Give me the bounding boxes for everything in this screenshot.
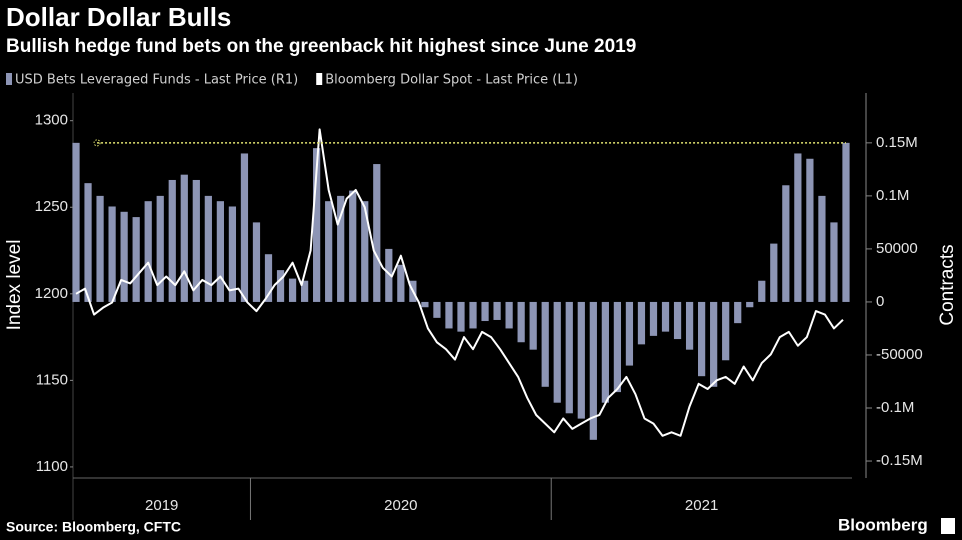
bar — [649, 301, 658, 336]
bar — [385, 248, 393, 302]
bar — [685, 301, 694, 350]
bar — [577, 301, 585, 419]
bar — [72, 142, 80, 302]
bar — [601, 301, 609, 403]
bar — [132, 217, 140, 302]
brand: Bloomberg — [838, 515, 928, 534]
bar — [96, 195, 104, 302]
bar — [842, 142, 850, 302]
bar — [589, 301, 597, 440]
y2-tick-label: 0.1M — [876, 187, 909, 204]
y2-tick-label: -50000 — [876, 346, 923, 363]
bar — [529, 301, 537, 350]
bar — [108, 206, 116, 302]
bar — [541, 301, 549, 387]
y2-axis-label: Contracts — [937, 244, 958, 325]
bar — [734, 301, 742, 324]
y2-tick-label: -0.1M — [876, 399, 914, 416]
y2-tick-label: 0 — [876, 293, 884, 310]
bar — [240, 153, 249, 302]
bar — [565, 301, 573, 414]
legend-swatch — [6, 73, 12, 85]
y-tick-label: 1200 — [35, 285, 68, 302]
bar — [770, 243, 778, 302]
bar — [830, 222, 838, 302]
bar — [517, 301, 525, 343]
bar — [746, 301, 754, 308]
bar — [313, 148, 321, 302]
legend: USD Bets Leveraged Funds - Last Price (R… — [6, 73, 578, 88]
bar — [228, 206, 237, 302]
x-tick-label: 2021 — [685, 497, 718, 514]
bar — [493, 301, 501, 320]
bar — [288, 278, 297, 302]
bar — [361, 201, 369, 302]
y-tick-label: 1300 — [35, 112, 68, 129]
bar — [204, 195, 212, 302]
bar — [84, 183, 92, 302]
x-tick-label: 2020 — [384, 497, 417, 514]
bar — [397, 264, 405, 302]
bar — [710, 301, 718, 387]
bar — [300, 280, 309, 302]
y2-tick-label: -0.15M — [876, 452, 923, 469]
bar — [818, 195, 826, 302]
source: Source: Bloomberg, CFTC — [6, 519, 181, 535]
legend-label: USD Bets Leveraged Funds - Last Price (R… — [15, 73, 298, 88]
bar — [553, 301, 561, 403]
y-axis-label: Index level — [4, 240, 25, 331]
bar — [349, 190, 357, 302]
bar — [421, 301, 429, 308]
y2-tick-label: 50000 — [876, 240, 918, 257]
bar — [637, 301, 646, 345]
bar — [698, 301, 706, 377]
bar — [469, 301, 477, 329]
y-tick-label: 1100 — [36, 458, 68, 475]
bar — [722, 301, 730, 361]
y-tick-label: 1250 — [35, 198, 68, 215]
plot-area — [72, 128, 850, 440]
bar — [252, 222, 261, 302]
bar — [782, 185, 790, 302]
bar — [806, 158, 814, 302]
bar — [325, 201, 333, 302]
reference-marker — [93, 139, 101, 147]
y2-tick-label: 0.15M — [876, 134, 918, 151]
bar — [457, 301, 465, 332]
legend-label: Bloomberg Dollar Spot - Last Price (L1) — [325, 73, 578, 88]
bar — [433, 301, 441, 318]
bar — [673, 301, 682, 340]
bar — [180, 174, 188, 302]
bar — [120, 211, 128, 302]
chart-subtitle: Bullish hedge fund bets on the greenback… — [6, 36, 636, 57]
bar — [264, 254, 273, 302]
bar — [168, 179, 176, 302]
bar — [661, 301, 670, 332]
bar — [625, 301, 634, 366]
bar — [276, 270, 285, 302]
bar — [156, 195, 164, 302]
bar — [794, 153, 802, 302]
bar — [758, 280, 766, 302]
bar — [613, 301, 622, 393]
chart-title: Dollar Dollar Bulls — [6, 2, 231, 32]
line — [75, 128, 844, 437]
bar — [216, 201, 224, 302]
legend-swatch — [316, 73, 323, 85]
bar — [481, 301, 489, 322]
y-tick-label: 1150 — [36, 371, 68, 388]
bar — [505, 301, 513, 329]
bar — [445, 301, 453, 329]
x-tick-label: 2019 — [145, 497, 178, 514]
bar — [144, 201, 152, 302]
bar — [337, 195, 345, 302]
bar — [373, 164, 381, 302]
brand-icon — [941, 518, 955, 534]
bar — [192, 179, 200, 302]
